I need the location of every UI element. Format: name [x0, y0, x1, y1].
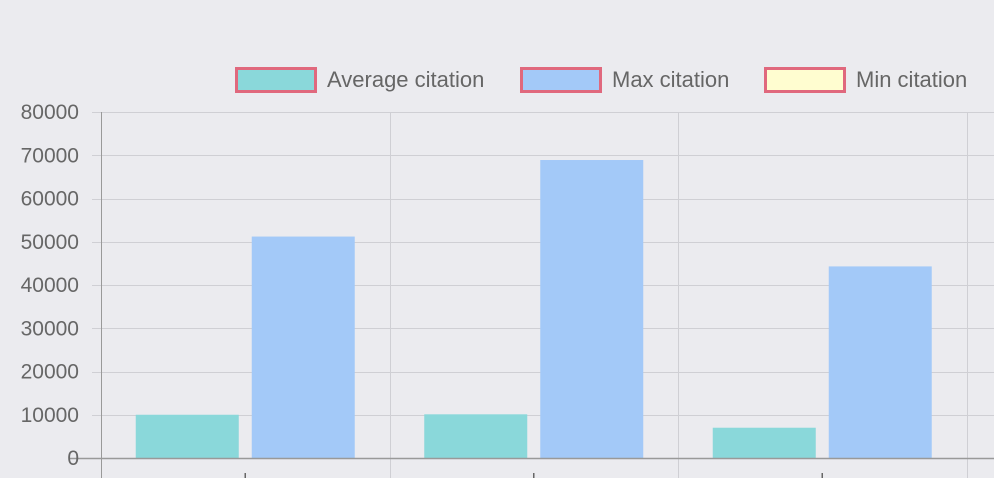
y-axis-tick-labels: 0 10000 20000 30000 40000 50000 60000 70000 8000…	[21, 101, 79, 470]
bar-max-citation-2[interactable]	[540, 160, 644, 458]
y-tick-label: 0	[67, 447, 79, 470]
legend-item-min-citation[interactable]: Min citation	[764, 64, 967, 96]
bar-max-citation-1[interactable]	[251, 236, 355, 458]
legend: Average citation Max citation Min citati…	[0, 64, 994, 96]
legend-item-max-citation[interactable]: Max citation	[520, 64, 729, 96]
legend-swatch-average	[235, 67, 317, 93]
legend-swatch-min	[764, 67, 846, 93]
axes	[70, 112, 994, 478]
y-tick-label: 70000	[21, 144, 79, 167]
legend-label-average: Average citation	[327, 67, 485, 92]
legend-item-average-citation[interactable]: Average citation	[235, 64, 484, 96]
bar-average-citation-2[interactable]	[424, 414, 528, 458]
legend-label-max: Max citation	[612, 67, 730, 92]
bar-average-citation-1[interactable]	[135, 414, 239, 458]
y-tick-label: 40000	[21, 274, 79, 297]
y-tick-label: 10000	[21, 404, 79, 427]
bars	[135, 160, 932, 458]
y-tick-label: 80000	[21, 101, 79, 124]
y-tick-label: 20000	[21, 361, 79, 384]
y-tick-label: 60000	[21, 188, 79, 211]
y-tick-label: 30000	[21, 317, 79, 340]
bar-average-citation-3[interactable]	[712, 427, 816, 458]
legend-label-min: Min citation	[856, 67, 968, 92]
legend-swatch-max	[520, 67, 602, 93]
bar-max-citation-3[interactable]	[828, 266, 932, 458]
y-tick-label: 50000	[21, 231, 79, 254]
